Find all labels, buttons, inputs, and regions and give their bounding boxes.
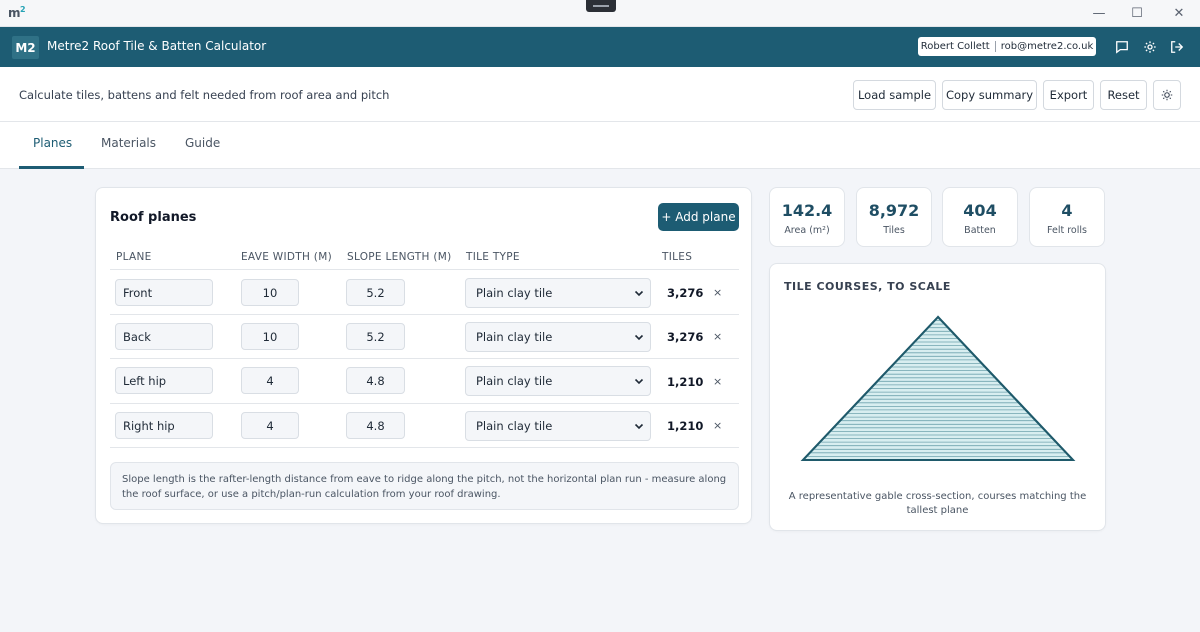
row-divider [110, 358, 739, 359]
row-divider [110, 269, 739, 270]
stat-tiles-label: Tiles [883, 225, 905, 236]
eave-width-input[interactable]: 4 [241, 412, 299, 439]
app-title: Metre2 Roof Tile & Batten Calculator [47, 39, 267, 53]
export-button[interactable]: Export [1043, 80, 1094, 110]
user-name: Robert Collett [920, 41, 990, 52]
tab-guide[interactable]: Guide [185, 136, 221, 150]
stat-area-value: 142.4 [781, 201, 833, 220]
tile-type-value: Plain clay tile [476, 419, 553, 433]
stat-area-label: Area (m²) [784, 225, 830, 236]
chevron-down-icon [634, 334, 644, 341]
app-badge: M2 [12, 36, 39, 59]
column-header-tile-type: TILE TYPE [466, 251, 520, 263]
active-tab-indicator [19, 166, 84, 169]
tiles-count: 3,276 [667, 330, 704, 344]
slope-length-input[interactable]: 5.2 [346, 323, 405, 350]
stat-battens: 404 Batten [942, 187, 1018, 247]
chevron-down-icon [634, 290, 644, 297]
eave-width-input[interactable]: 10 [241, 279, 299, 306]
toolbar: Calculate tiles, battens and felt needed… [0, 67, 1200, 122]
chat-icon[interactable] [1112, 37, 1132, 57]
roof-planes-card: Roof planes + Add plane PLANE EAVE WIDTH… [95, 187, 752, 524]
tile-type-value: Plain clay tile [476, 286, 553, 300]
stat-felt-rolls: 4 Felt rolls [1029, 187, 1105, 247]
tiles-count: 3,276 [667, 286, 704, 300]
tiles-count: 1,210 [667, 375, 704, 389]
slope-length-input[interactable]: 4.8 [346, 367, 405, 394]
user-email: rob@metre2.co.uk [1000, 41, 1094, 52]
tiles-count: 1,210 [667, 419, 704, 433]
chevron-down-icon [634, 378, 644, 385]
stat-felt-rolls-label: Felt rolls [1047, 225, 1087, 236]
logout-icon[interactable] [1167, 37, 1187, 57]
tab-bar: Planes Materials Guide [0, 122, 1200, 169]
delete-row-icon[interactable]: × [713, 286, 723, 299]
eave-width-input[interactable]: 10 [241, 323, 299, 350]
app-header: M2 Metre2 Roof Tile & Batten Calculator … [0, 27, 1200, 67]
tile-type-select[interactable]: Plain clay tile [465, 322, 651, 352]
copy-summary-button[interactable]: Copy summary [942, 80, 1037, 110]
column-header-eave-width: EAVE WIDTH (M) [241, 251, 332, 263]
delete-row-icon[interactable]: × [713, 419, 723, 432]
chevron-down-icon [634, 423, 644, 430]
page-subtitle: Calculate tiles, battens and felt needed… [19, 88, 390, 102]
stat-battens-value: 404 [963, 201, 997, 220]
row-divider [110, 403, 739, 404]
eave-width-input[interactable]: 4 [241, 367, 299, 394]
stat-area: 142.4 Area (m²) [769, 187, 845, 247]
tile-type-value: Plain clay tile [476, 330, 553, 344]
close-window-button[interactable]: ✕ [1173, 6, 1185, 21]
user-chip-divider [994, 41, 996, 52]
tile-courses-caption: A representative gable cross-section, co… [788, 491, 1087, 516]
slope-length-note: Slope length is the rafter-length distan… [110, 462, 739, 510]
tile-courses-title: TILE COURSES, TO SCALE [784, 280, 951, 293]
stat-battens-label: Batten [964, 225, 996, 236]
column-header-plane: PLANE [116, 251, 152, 263]
tab-materials[interactable]: Materials [101, 136, 157, 150]
os-title-bar: m2 — ☐ ✕ [0, 0, 1200, 27]
slope-length-input[interactable]: 4.8 [346, 412, 405, 439]
column-header-tiles: TILES [662, 251, 693, 263]
theme-toggle-button[interactable] [1153, 80, 1181, 110]
tile-courses-card: TILE COURSES, TO SCALE A representative … [769, 263, 1106, 531]
row-divider [110, 447, 739, 448]
stat-tiles: 8,972 Tiles [856, 187, 932, 247]
tile-type-select[interactable]: Plain clay tile [465, 278, 651, 308]
column-header-slope-length: SLOPE LENGTH (M) [347, 251, 452, 263]
delete-row-icon[interactable]: × [713, 375, 723, 388]
slope-length-input[interactable]: 5.2 [346, 279, 405, 306]
stat-tiles-value: 8,972 [868, 201, 920, 220]
stat-felt-rolls-value: 4 [1061, 201, 1073, 220]
delete-row-icon[interactable]: × [713, 330, 723, 343]
gear-icon[interactable] [1140, 37, 1160, 57]
tab-planes[interactable]: Planes [33, 136, 73, 150]
gable-outline [800, 315, 1076, 461]
tile-type-value: Plain clay tile [476, 374, 553, 388]
sun-icon [1161, 89, 1173, 101]
plane-name-input[interactable]: Back [115, 323, 213, 350]
user-chip[interactable]: Robert Collett rob@metre2.co.uk [918, 37, 1096, 56]
os-app-logo: m2 [8, 5, 26, 20]
plane-name-input[interactable]: Front [115, 279, 213, 306]
roof-planes-title: Roof planes [110, 210, 197, 225]
window-drag-handle[interactable] [586, 0, 616, 12]
maximize-button[interactable]: ☐ [1131, 6, 1143, 21]
add-plane-button[interactable]: + Add plane [658, 203, 739, 231]
reset-button[interactable]: Reset [1100, 80, 1147, 110]
gable-cross-section-diagram [800, 315, 1076, 461]
tile-type-select[interactable]: Plain clay tile [465, 366, 651, 396]
minimize-button[interactable]: — [1092, 6, 1106, 21]
tile-type-select[interactable]: Plain clay tile [465, 411, 651, 441]
plane-name-input[interactable]: Right hip [115, 412, 213, 439]
load-sample-button[interactable]: Load sample [853, 80, 936, 110]
plane-name-input[interactable]: Left hip [115, 367, 213, 394]
row-divider [110, 314, 739, 315]
